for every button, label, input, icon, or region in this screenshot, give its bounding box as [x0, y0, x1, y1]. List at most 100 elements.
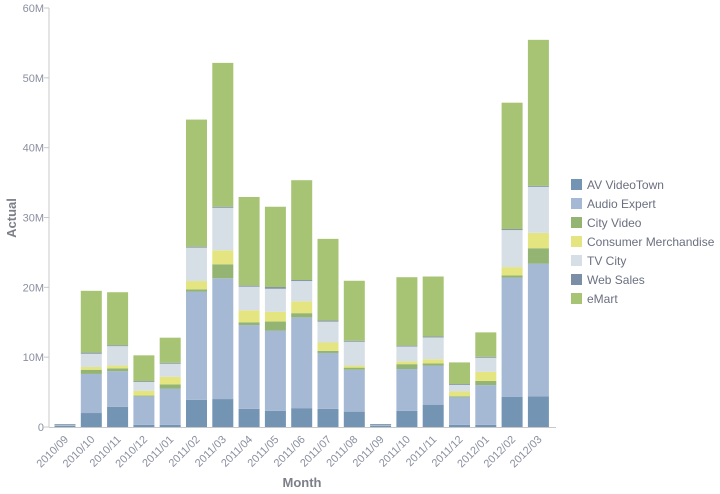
bar-segment-city-video-2011-11[interactable]	[422, 363, 444, 366]
bar-segment-av-videotown-2010-10[interactable]	[80, 413, 102, 427]
bar-segment-city-video-2010-12[interactable]	[133, 395, 155, 397]
bar-segment-city-video-2010-10[interactable]	[80, 369, 102, 374]
bar-segment-emart-2011-05[interactable]	[264, 206, 286, 288]
bar-segment-web-sales-2011-10[interactable]	[396, 345, 418, 347]
bar-segment-web-sales-2011-04[interactable]	[238, 285, 260, 287]
bar-segment-city-video-2012-02[interactable]	[501, 275, 523, 278]
bar-segment-consumer-merchandise-2011-07[interactable]	[317, 342, 339, 351]
bar-segment-consumer-merchandise-2011-03[interactable]	[212, 250, 234, 265]
legend-item[interactable]: Audio Expert	[571, 197, 656, 211]
bar-segment-web-sales-2010-12[interactable]	[133, 381, 155, 382]
bar-segment-tv-city-2011-03[interactable]	[212, 207, 234, 251]
bar-segment-audio-expert-2010-10[interactable]	[80, 373, 102, 414]
bar-segment-audio-expert-2011-07[interactable]	[317, 352, 339, 409]
bar-segment-city-video-2011-06[interactable]	[291, 313, 313, 318]
bar-segment-audio-expert-2011-01[interactable]	[159, 388, 181, 425]
bar-segment-av-videotown-2012-01[interactable]	[475, 424, 497, 427]
bar-segment-tv-city-2012-02[interactable]	[501, 230, 523, 268]
bar-segment-consumer-merchandise-2012-02[interactable]	[501, 267, 523, 276]
bar-segment-consumer-merchandise-2012-03[interactable]	[527, 232, 549, 249]
bar-segment-city-video-2011-03[interactable]	[212, 264, 234, 279]
bar-segment-consumer-merchandise-2011-08[interactable]	[343, 365, 365, 368]
bar-segment-emart-2010-11[interactable]	[107, 292, 129, 346]
bar-segment-audio-expert-2012-03[interactable]	[527, 263, 549, 397]
bar-segment-web-sales-2011-09[interactable]	[370, 423, 392, 425]
bar-segment-consumer-merchandise-2010-11[interactable]	[107, 365, 129, 369]
bar-segment-emart-2010-10[interactable]	[80, 290, 102, 353]
bar-segment-emart-2011-01[interactable]	[159, 337, 181, 363]
bar-segment-tv-city-2011-07[interactable]	[317, 321, 339, 343]
bar-segment-av-videotown-2011-11[interactable]	[422, 404, 444, 427]
bar-segment-tv-city-2011-06[interactable]	[291, 281, 313, 302]
bar-segment-tv-city-2011-11[interactable]	[422, 336, 444, 360]
bar-segment-emart-2010-12[interactable]	[133, 355, 155, 382]
bar-segment-emart-2011-11[interactable]	[422, 276, 444, 337]
bar-segment-tv-city-2011-04[interactable]	[238, 286, 260, 311]
bar-segment-web-sales-2011-03[interactable]	[212, 206, 234, 208]
bar-segment-web-sales-2011-07[interactable]	[317, 320, 339, 322]
bar-segment-city-video-2010-11[interactable]	[107, 368, 129, 372]
bar-segment-web-sales-2012-01[interactable]	[475, 356, 497, 358]
bar-segment-consumer-merchandise-2010-10[interactable]	[80, 366, 102, 370]
bar-segment-emart-2011-02[interactable]	[186, 119, 207, 247]
bar-segment-audio-expert-2011-09[interactable]	[370, 424, 392, 426]
bar-segment-tv-city-2011-05[interactable]	[264, 288, 286, 312]
bar-segment-web-sales-2010-10[interactable]	[80, 352, 102, 354]
bar-segment-consumer-merchandise-2012-01[interactable]	[475, 371, 497, 381]
bar-segment-consumer-merchandise-2011-12[interactable]	[449, 391, 470, 397]
bar-segment-audio-expert-2011-11[interactable]	[422, 365, 444, 405]
bar-segment-consumer-merchandise-2011-01[interactable]	[159, 376, 181, 385]
bar-segment-consumer-merchandise-2011-10[interactable]	[396, 361, 418, 365]
bar-segment-tv-city-2012-03[interactable]	[527, 186, 549, 233]
bar-segment-av-videotown-2011-05[interactable]	[264, 410, 286, 427]
bar-segment-av-videotown-2011-09[interactable]	[370, 425, 392, 427]
bar-segment-av-videotown-2011-06[interactable]	[291, 408, 313, 427]
bar-segment-av-videotown-2011-04[interactable]	[238, 408, 260, 427]
bar-segment-tv-city-2011-02[interactable]	[186, 247, 207, 282]
bar-segment-web-sales-2011-05[interactable]	[264, 287, 286, 289]
bar-segment-consumer-merchandise-2010-12[interactable]	[133, 390, 155, 396]
bar-segment-audio-expert-2011-10[interactable]	[396, 369, 418, 411]
bar-segment-av-videotown-2010-09[interactable]	[54, 425, 76, 427]
bar-segment-consumer-merchandise-2011-06[interactable]	[291, 301, 313, 314]
legend-item[interactable]: City Video	[571, 216, 642, 230]
bar-segment-av-videotown-2012-02[interactable]	[501, 396, 523, 427]
bar-segment-av-videotown-2011-03[interactable]	[212, 399, 234, 427]
legend-item[interactable]: TV City	[571, 254, 626, 268]
bar-segment-city-video-2011-02[interactable]	[186, 289, 207, 292]
bar-segment-consumer-merchandise-2011-11[interactable]	[422, 359, 444, 364]
bar-segment-av-videotown-2010-11[interactable]	[107, 406, 129, 427]
legend-item[interactable]: eMart	[571, 292, 618, 306]
bar-segment-web-sales-2011-01[interactable]	[159, 362, 181, 364]
bar-segment-city-video-2011-12[interactable]	[449, 396, 470, 398]
bar-segment-av-videotown-2010-12[interactable]	[133, 424, 155, 427]
bar-segment-av-videotown-2011-01[interactable]	[159, 424, 181, 427]
bar-segment-tv-city-2011-12[interactable]	[449, 384, 470, 392]
bar-segment-av-videotown-2011-02[interactable]	[186, 399, 207, 427]
bar-segment-audio-expert-2011-12[interactable]	[449, 396, 470, 425]
bar-segment-web-sales-2010-11[interactable]	[107, 345, 129, 347]
bar-segment-av-videotown-2011-08[interactable]	[343, 411, 365, 427]
bar-segment-web-sales-2010-09[interactable]	[54, 424, 76, 426]
bar-segment-tv-city-2011-08[interactable]	[343, 341, 365, 366]
bar-segment-web-sales-2011-11[interactable]	[422, 336, 444, 338]
bar-segment-audio-expert-2010-12[interactable]	[133, 396, 155, 425]
bar-segment-tv-city-2012-01[interactable]	[475, 357, 497, 372]
bar-segment-city-video-2011-01[interactable]	[159, 384, 181, 389]
bar-segment-emart-2012-02[interactable]	[501, 102, 523, 230]
bar-segment-emart-2012-01[interactable]	[475, 332, 497, 357]
bar-segment-emart-2012-03[interactable]	[527, 39, 549, 186]
bar-segment-web-sales-2011-06[interactable]	[291, 280, 313, 282]
bar-segment-av-videotown-2011-07[interactable]	[317, 408, 339, 427]
bar-segment-emart-2011-10[interactable]	[396, 277, 418, 346]
bar-segment-city-video-2011-04[interactable]	[238, 322, 260, 326]
bar-segment-city-video-2011-07[interactable]	[317, 350, 339, 353]
bar-segment-consumer-merchandise-2011-04[interactable]	[238, 310, 260, 323]
bar-segment-emart-2011-12[interactable]	[449, 362, 470, 385]
bar-segment-audio-expert-2011-08[interactable]	[343, 369, 365, 412]
bar-segment-consumer-merchandise-2011-05[interactable]	[264, 311, 286, 322]
bar-segment-web-sales-2011-08[interactable]	[343, 340, 365, 342]
bar-segment-web-sales-2012-03[interactable]	[527, 185, 549, 187]
bar-segment-emart-2011-04[interactable]	[238, 196, 260, 286]
bar-segment-tv-city-2010-12[interactable]	[133, 381, 155, 391]
